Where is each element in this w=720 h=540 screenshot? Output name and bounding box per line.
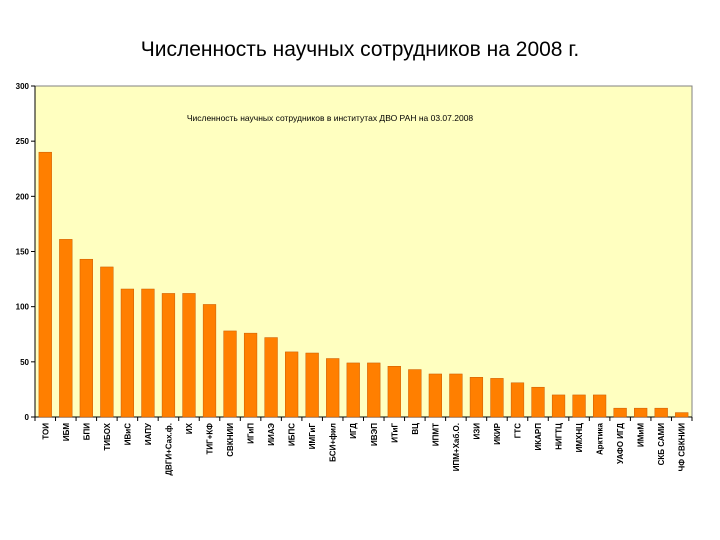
x-tick-label: НИГТЦ [555, 423, 564, 450]
y-tick-label: 300 [16, 82, 30, 91]
y-tick-label: 100 [16, 303, 30, 312]
bar [305, 352, 319, 418]
y-tick-label: 0 [25, 413, 30, 422]
x-tick-label: ИПМТ [431, 423, 440, 446]
bar [243, 332, 258, 418]
y-tick-label: 200 [16, 192, 30, 201]
x-tick-label: ИПМ+Хаб.О. [452, 423, 461, 471]
x-tick-label: ИБМ [62, 423, 71, 442]
x-tick-label: ГТС [513, 423, 522, 438]
bar [100, 266, 114, 418]
y-axis: 0 50 100 150 200 250 300 [16, 82, 36, 422]
bar [675, 412, 689, 418]
bars [38, 151, 689, 418]
bar [449, 373, 463, 418]
bar [141, 288, 155, 418]
y-tick-label: 250 [16, 137, 30, 146]
x-tick-label: ТИБОХ [103, 422, 112, 450]
x-tick-label: ДВГИ+Сах.ф. [164, 423, 173, 476]
bar [367, 362, 381, 418]
x-tick-label: БПИ [82, 423, 91, 441]
bar [120, 288, 135, 418]
x-axis [34, 416, 693, 421]
x-tick-label: ИБПС [288, 423, 297, 446]
x-tick-label: ИКАРП [534, 423, 543, 451]
slide-title: Численность научных сотрудников на 2008 … [140, 38, 580, 61]
bar [613, 407, 627, 418]
bar [551, 394, 566, 418]
bar [161, 293, 176, 418]
x-tick-label: ИТиГ [390, 423, 399, 443]
x-tick-label: ИВЭП [370, 423, 379, 446]
x-tick-label: ИЗИ [472, 423, 481, 440]
bar [59, 239, 73, 418]
bar [182, 293, 196, 418]
x-tick-label: ВЦ [411, 423, 420, 435]
x-tick-label: ИХ [185, 422, 194, 434]
bar [223, 330, 237, 418]
bar [38, 151, 52, 418]
x-tick-label: ИГД [349, 423, 358, 439]
bar [326, 358, 340, 418]
x-tick-label: ТИГ+КФ [206, 423, 215, 455]
bar [490, 378, 504, 418]
x-tick-label: ИКИР [493, 422, 502, 444]
bar [285, 351, 299, 418]
bar [469, 377, 484, 418]
x-tick-label: ИИАЭ [267, 423, 276, 446]
bar [346, 362, 360, 418]
x-tick-label: СКБ САМИ [657, 423, 666, 466]
bar [572, 394, 586, 418]
x-tick-label: ЧФ СВКНИИ [678, 423, 687, 472]
x-tick-label: УАФО ИГД [616, 423, 625, 464]
bar [428, 373, 442, 418]
x-tick-labels: ТОИ ИБМ БПИ ТИБОХ ИВиС ИАПУ ДВГИ+Сах.ф. ИХ ТИГ+К… [41, 422, 686, 476]
bar [634, 407, 648, 418]
bar [654, 407, 668, 418]
chart-title: Численность научных сотрудников в инстит… [187, 113, 474, 123]
x-tick-label: ИМиМ [637, 423, 646, 447]
bar [387, 366, 401, 418]
y-tick-label: 50 [20, 358, 29, 367]
x-tick-label: Арктика [596, 422, 605, 455]
x-tick-label: ТОИ [41, 423, 50, 440]
x-tick-label: ИГиП [247, 423, 256, 444]
bar [592, 394, 607, 418]
x-tick-label: ИМГиГ [308, 423, 317, 450]
x-tick-label: ИВиС [123, 423, 132, 445]
bar [531, 386, 545, 418]
bar [202, 304, 217, 418]
x-tick-label: ИАПУ [144, 422, 153, 445]
y-tick-label: 150 [16, 248, 30, 257]
x-tick-label: СВКНИИ [226, 423, 235, 457]
x-tick-label: БСИ+фил [329, 423, 338, 462]
bar [79, 258, 93, 418]
x-tick-label: ИМХНЦ [575, 423, 584, 453]
bar [408, 369, 422, 418]
bar [510, 382, 525, 418]
bar [264, 337, 278, 418]
